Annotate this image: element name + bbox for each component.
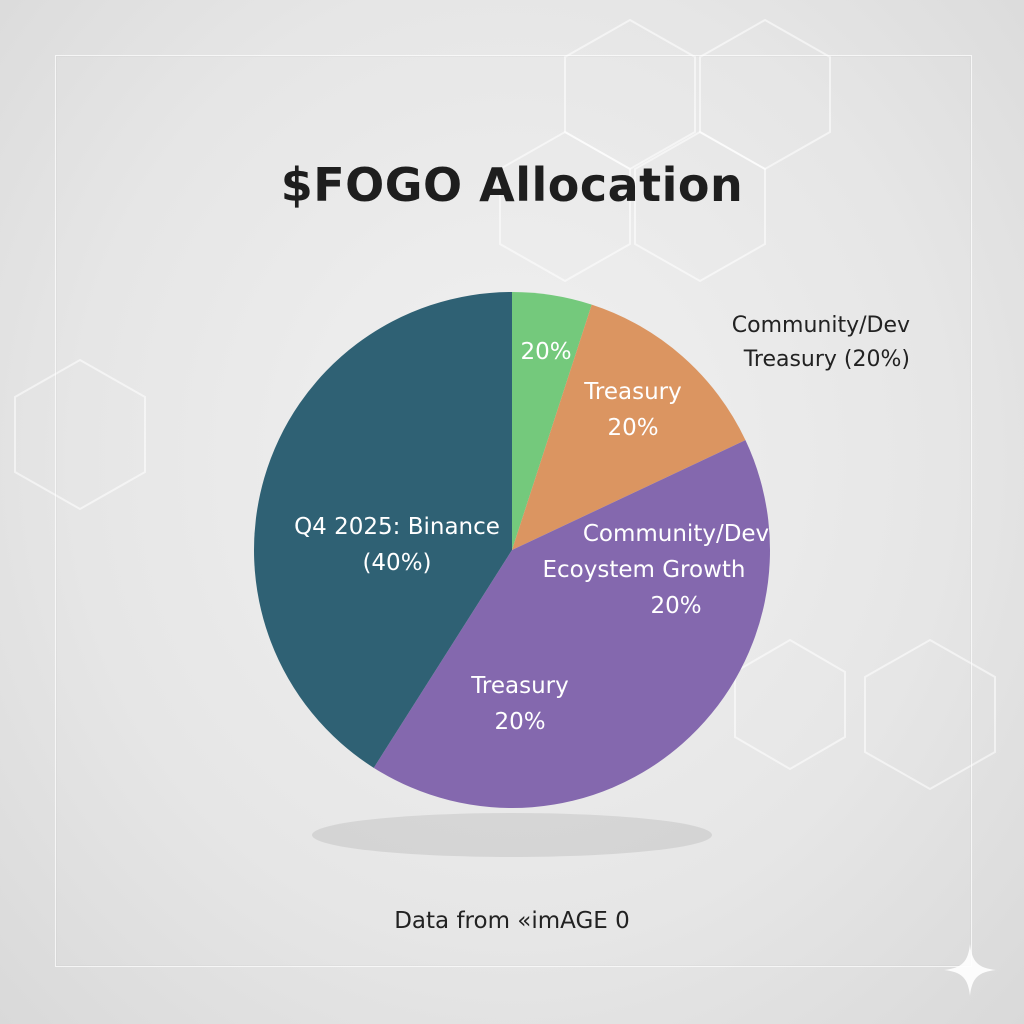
slice-label-0-line-0: 20% — [520, 339, 571, 365]
overlay-label-0-line-1: Ecoystem Growth — [543, 557, 746, 583]
pie-slice-labels: 20% Treasury 20% Treasury 20% Q4 2025: Binanc… — [294, 339, 682, 735]
callout-line-1: Treasury (20%) — [743, 347, 910, 372]
slice-label-1-line-0: Treasury — [583, 379, 682, 405]
slice-label-3-line-0: Q4 2025: Binance — [294, 514, 500, 540]
chart-footnote: Data from «imAGE 0 — [394, 908, 630, 934]
pie-slice-2 — [373, 440, 771, 809]
slice-label-2-line-0: Treasury — [470, 673, 569, 699]
pie-slices — [253, 292, 771, 809]
overlay-label-0-line-2: 20% — [650, 593, 701, 619]
chart-frame — [55, 55, 972, 967]
pie-slice-0 — [512, 292, 592, 550]
overlay-label-0-line-0: Community/Dev — [583, 521, 769, 547]
pie-slice-1 — [512, 304, 746, 550]
pie-callout: Community/Dev Treasury (20%) — [732, 313, 910, 372]
pie-slice-3 — [253, 292, 512, 768]
slice-label-3-line-1: (40%) — [362, 550, 431, 576]
slice-label-2-line-1: 20% — [494, 709, 545, 735]
slice-label-1-line-1: 20% — [607, 415, 658, 441]
pie-overlay-labels: Community/Dev Ecoystem Growth 20% — [543, 521, 770, 619]
callout-line-0: Community/Dev — [732, 313, 910, 338]
sparkle-icon — [944, 944, 996, 996]
chart-title: $FOGO Allocation — [280, 158, 744, 212]
